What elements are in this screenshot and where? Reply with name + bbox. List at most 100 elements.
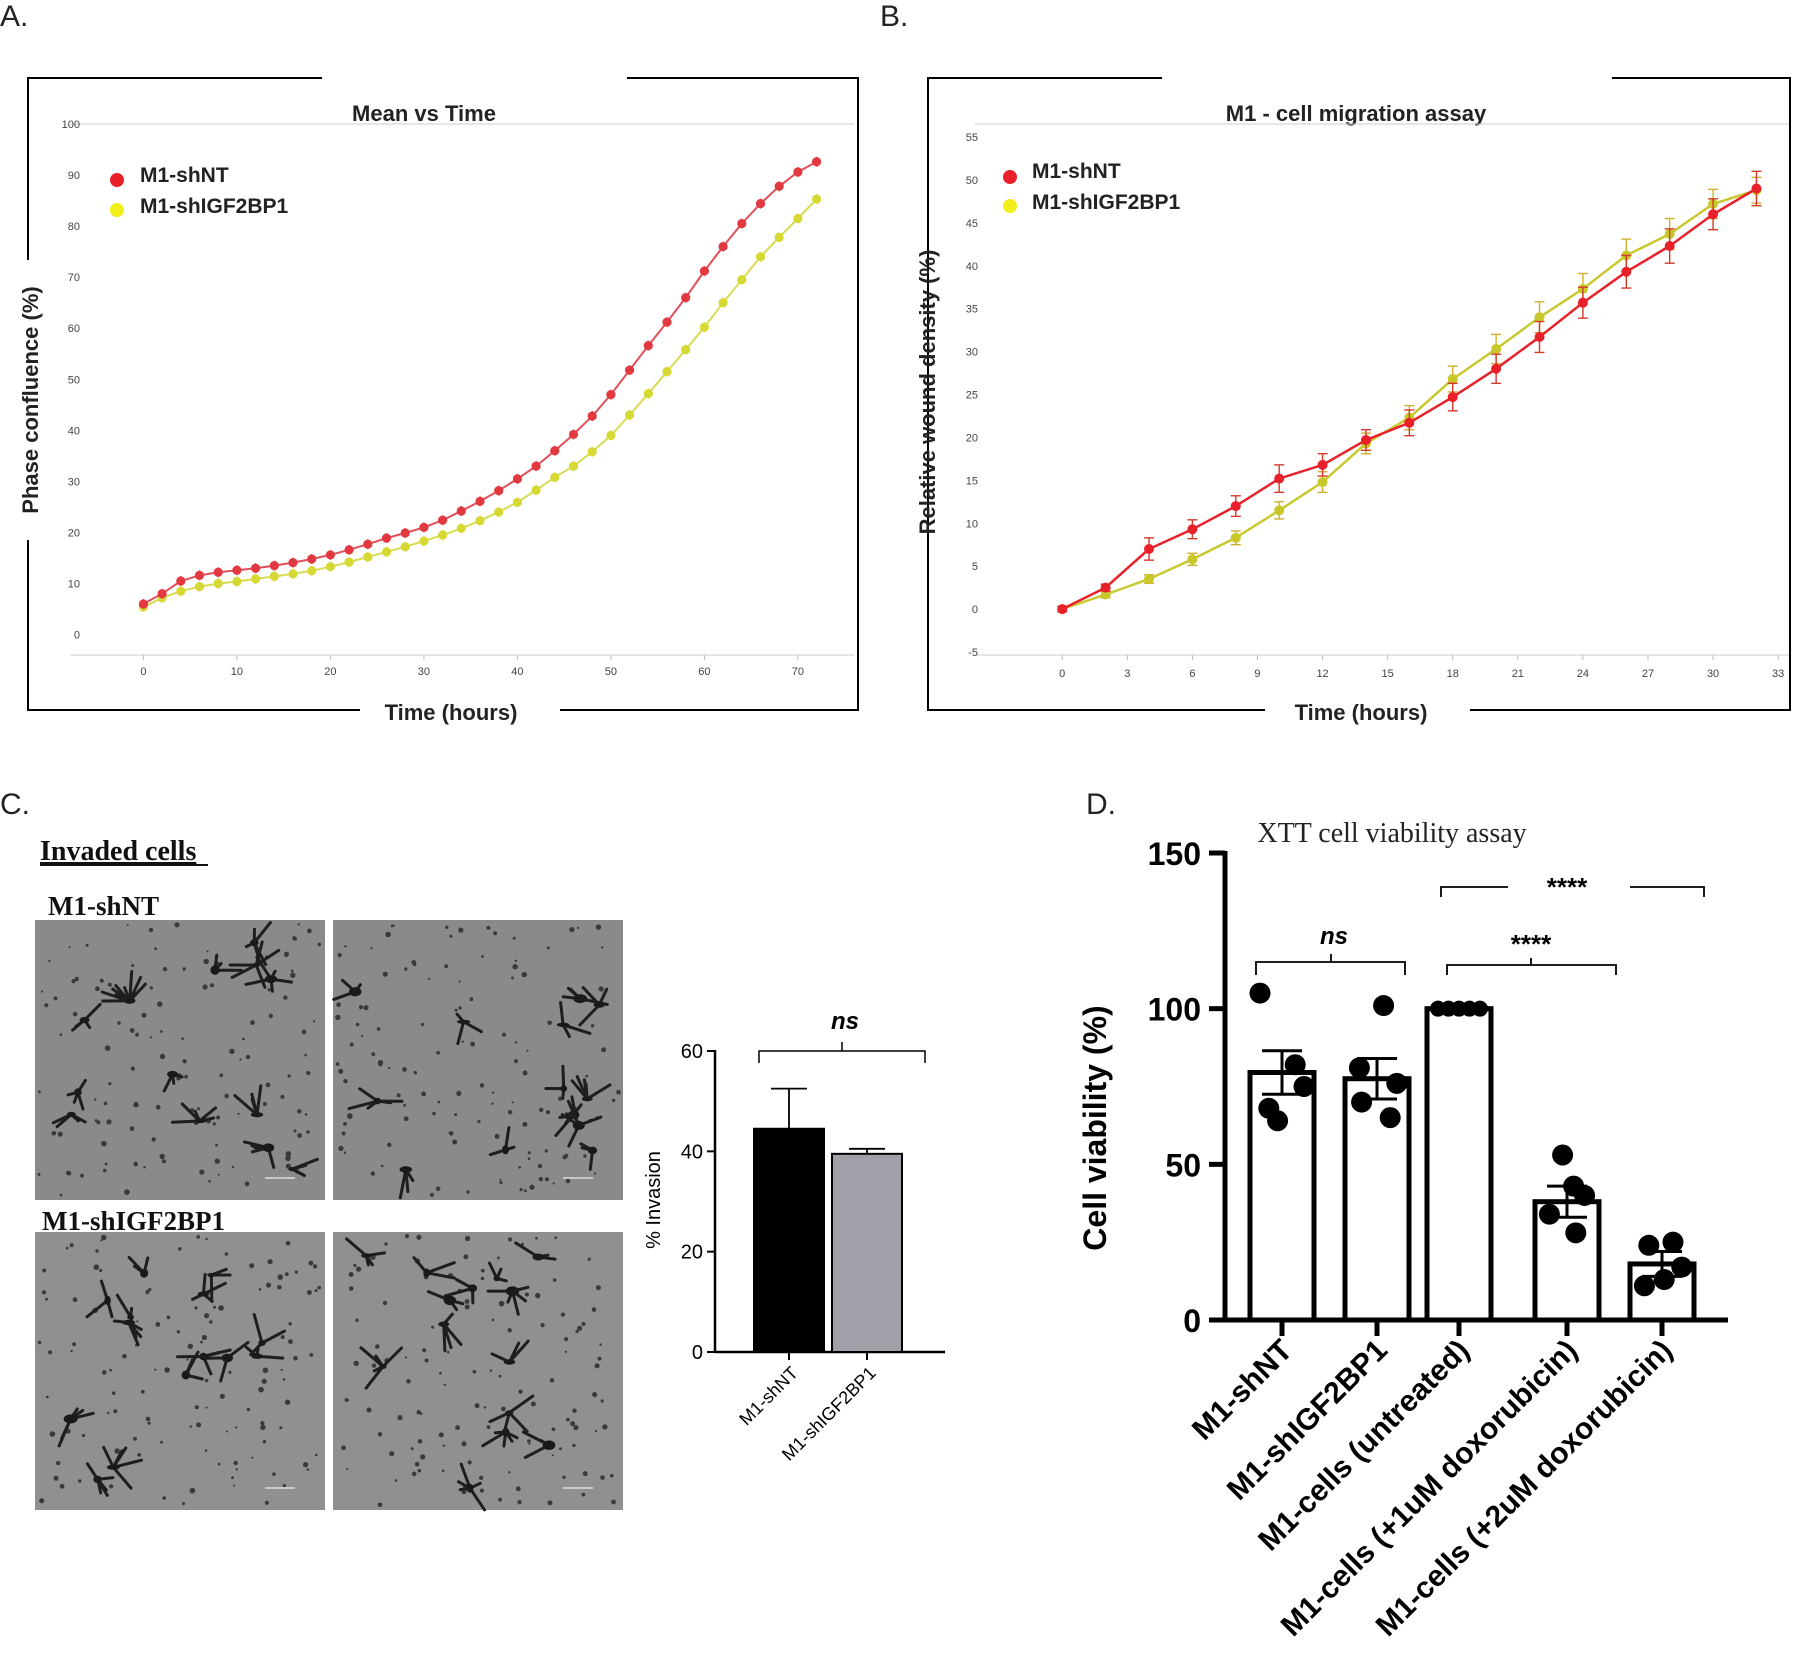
pore-dot — [297, 1133, 302, 1138]
panel-b-ytick-label: 30 — [966, 347, 978, 359]
panel-b-ytick-label: 5 — [972, 561, 978, 573]
pore-dot — [416, 1234, 422, 1240]
pore-dot — [442, 1444, 445, 1447]
pore-dot — [297, 923, 300, 926]
data-point-shigf2bp1 — [643, 388, 653, 399]
pore-dot — [458, 980, 461, 983]
pore-dot — [41, 1290, 47, 1295]
pore-dot — [251, 1456, 254, 1459]
pore-dot — [154, 947, 158, 951]
pore-dot — [573, 1425, 579, 1431]
invaded-cell — [100, 984, 131, 1003]
data-point — [1348, 1057, 1370, 1079]
invaded-cell — [457, 1462, 487, 1512]
data-point-shigf2bp1 — [269, 571, 279, 581]
pore-dot — [343, 1122, 347, 1126]
pore-dot — [218, 1305, 224, 1311]
pore-dot — [104, 1045, 111, 1051]
invaded-cell — [442, 1312, 463, 1353]
pore-dot — [267, 1259, 273, 1265]
pore-dot — [285, 1155, 291, 1162]
data-point-shnt — [213, 567, 223, 577]
pore-dot — [216, 1115, 221, 1120]
pore-dot — [491, 1318, 495, 1322]
bar-shnt — [753, 1127, 825, 1353]
pore-dot — [481, 955, 484, 958]
panel-a-ytick-label: 60 — [68, 323, 80, 335]
pore-dot — [233, 1484, 236, 1487]
cell-body — [207, 1272, 216, 1278]
invaded-cell — [488, 1394, 535, 1433]
data-point-shigf2bp1 — [363, 552, 373, 562]
pore-dot — [308, 1260, 314, 1266]
pore-dot — [38, 1090, 41, 1094]
data-point-shigf2bp1 — [1491, 344, 1502, 355]
cell-body — [423, 1268, 431, 1278]
cell-body — [210, 965, 220, 975]
pore-dot — [448, 1131, 452, 1135]
data-point-shnt — [1577, 297, 1588, 308]
pore-dot — [129, 1028, 135, 1033]
pore-dot — [353, 1263, 357, 1267]
pore-dot — [159, 1153, 165, 1160]
data-point-shigf2bp1 — [344, 557, 354, 567]
data-point-shnt — [1187, 524, 1198, 535]
cell-body — [251, 1353, 263, 1359]
pore-dot — [355, 1022, 360, 1027]
panel-b-plot: -5 0 5 10 15 20 25 30 35 40 45 50 55 0 3 6 9 12 15 18 21 24 27… — [966, 123, 1789, 680]
pore-dot — [59, 1483, 65, 1489]
data-point-shigf2bp1 — [699, 322, 710, 332]
data-point-shnt — [1751, 183, 1762, 194]
pore-dot — [313, 1264, 318, 1269]
data-point-shnt — [1708, 209, 1719, 220]
pore-dot — [206, 950, 209, 953]
panel-b-xtick-label: 12 — [1316, 668, 1328, 680]
data-point-shigf2bp1 — [587, 447, 597, 457]
pore-dot — [226, 1430, 228, 1433]
data-point-shnt — [419, 522, 429, 532]
pore-dot — [569, 927, 575, 933]
pore-dot — [78, 1479, 82, 1483]
pore-dot — [494, 1133, 500, 1139]
pore-dot — [202, 984, 208, 990]
pore-dot — [420, 1454, 426, 1460]
cell-body — [258, 1340, 266, 1346]
pore-dot — [217, 1173, 220, 1176]
pore-dot — [133, 1161, 138, 1167]
pore-dot — [157, 1001, 163, 1007]
data-point-shigf2bp1 — [251, 574, 261, 584]
pore-dot — [277, 1284, 282, 1290]
pore-dot — [261, 1378, 267, 1384]
data-point — [1386, 1072, 1408, 1094]
data-point-shigf2bp1 — [568, 461, 579, 471]
cell-body — [192, 1118, 207, 1124]
data-point-shnt — [1144, 544, 1155, 554]
cell-body — [264, 975, 278, 983]
pore-dot — [570, 1421, 576, 1427]
pore-dot — [162, 1496, 166, 1500]
cell-body — [140, 1268, 149, 1278]
pore-dot — [347, 1113, 353, 1119]
cell-body — [505, 1286, 520, 1296]
pore-dot — [551, 1427, 556, 1432]
pore-dot — [454, 1113, 458, 1117]
invaded-cell — [244, 955, 293, 993]
panel-a-xtick-label: 30 — [418, 666, 430, 678]
pore-dot — [594, 1363, 600, 1369]
panel-a-xlabel: Time (hours) — [385, 700, 518, 725]
pore-dot — [524, 1189, 527, 1193]
pore-dot — [219, 1393, 225, 1399]
pore-dot — [250, 1020, 255, 1025]
pore-dot — [148, 1287, 152, 1292]
pore-dot — [196, 1235, 200, 1239]
pore-dot — [301, 1029, 307, 1035]
data-point-shigf2bp1 — [774, 232, 784, 242]
panel-a: Mean vs Time Time (hours) Phase confluen… — [10, 64, 859, 730]
data-point — [1538, 1203, 1560, 1225]
pore-dot — [522, 1121, 528, 1127]
data-point-shigf2bp1 — [625, 410, 635, 420]
pore-dot — [265, 1282, 272, 1288]
pore-dot — [421, 1091, 426, 1097]
pore-dot — [258, 1288, 262, 1291]
pore-dot — [249, 1263, 255, 1269]
